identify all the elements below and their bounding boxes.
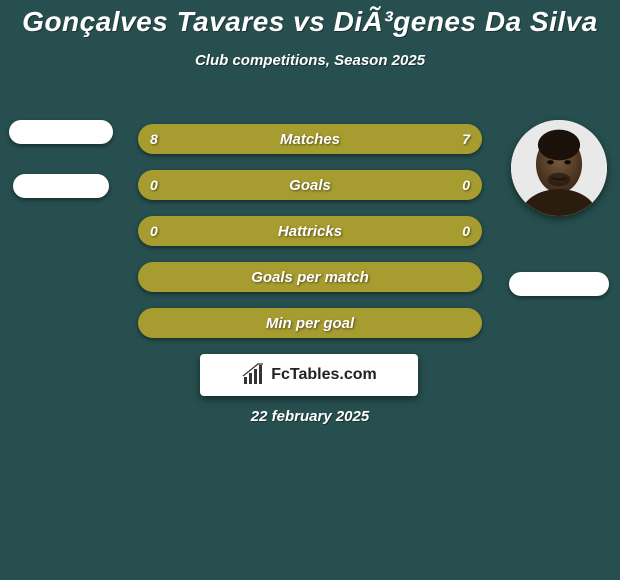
stat-value-right: 0: [450, 216, 482, 246]
stat-value-left: 8: [138, 124, 170, 154]
stat-label: Matches: [138, 124, 482, 154]
stats-container: Matches87Goals00Hattricks00Goals per mat…: [138, 124, 482, 354]
stat-value-right: 0: [450, 170, 482, 200]
avatar-placeholder-icon: [511, 120, 607, 216]
player-right-avatar: [511, 120, 607, 216]
stat-row: Goals per match: [138, 262, 482, 292]
player-left-name-pill: [9, 120, 113, 144]
stat-label: Goals per match: [138, 262, 482, 292]
player-left-name-pill-2: [13, 174, 109, 198]
brand-text: FcTables.com: [271, 366, 377, 384]
stat-label: Hattricks: [138, 216, 482, 246]
subtitle: Club competitions, Season 2025: [0, 52, 620, 69]
stat-row: Hattricks0 0: [138, 216, 482, 246]
stat-row: Goals0 0: [138, 170, 482, 200]
stat-label: Goals: [138, 170, 482, 200]
stat-label: Min per goal: [138, 308, 482, 338]
player-right-column: [504, 120, 614, 296]
player-left-column: [6, 120, 116, 198]
stat-value-left: 0: [138, 216, 170, 246]
comparison-card: Gonçalves Tavares vs DiÃ³genes Da Silva …: [0, 0, 620, 580]
brand-badge: FcTables.com: [200, 354, 418, 396]
stat-value-left: 0: [138, 170, 170, 200]
stat-value-right: 7: [450, 124, 482, 154]
stat-row: Matches8 7: [138, 124, 482, 154]
page-title: Gonçalves Tavares vs DiÃ³genes Da Silva: [0, 0, 620, 38]
chart-icon: [241, 363, 265, 387]
date-text: 22 february 2025: [0, 408, 620, 425]
player-right-name-pill: [509, 272, 609, 296]
stat-row: Min per goal: [138, 308, 482, 338]
